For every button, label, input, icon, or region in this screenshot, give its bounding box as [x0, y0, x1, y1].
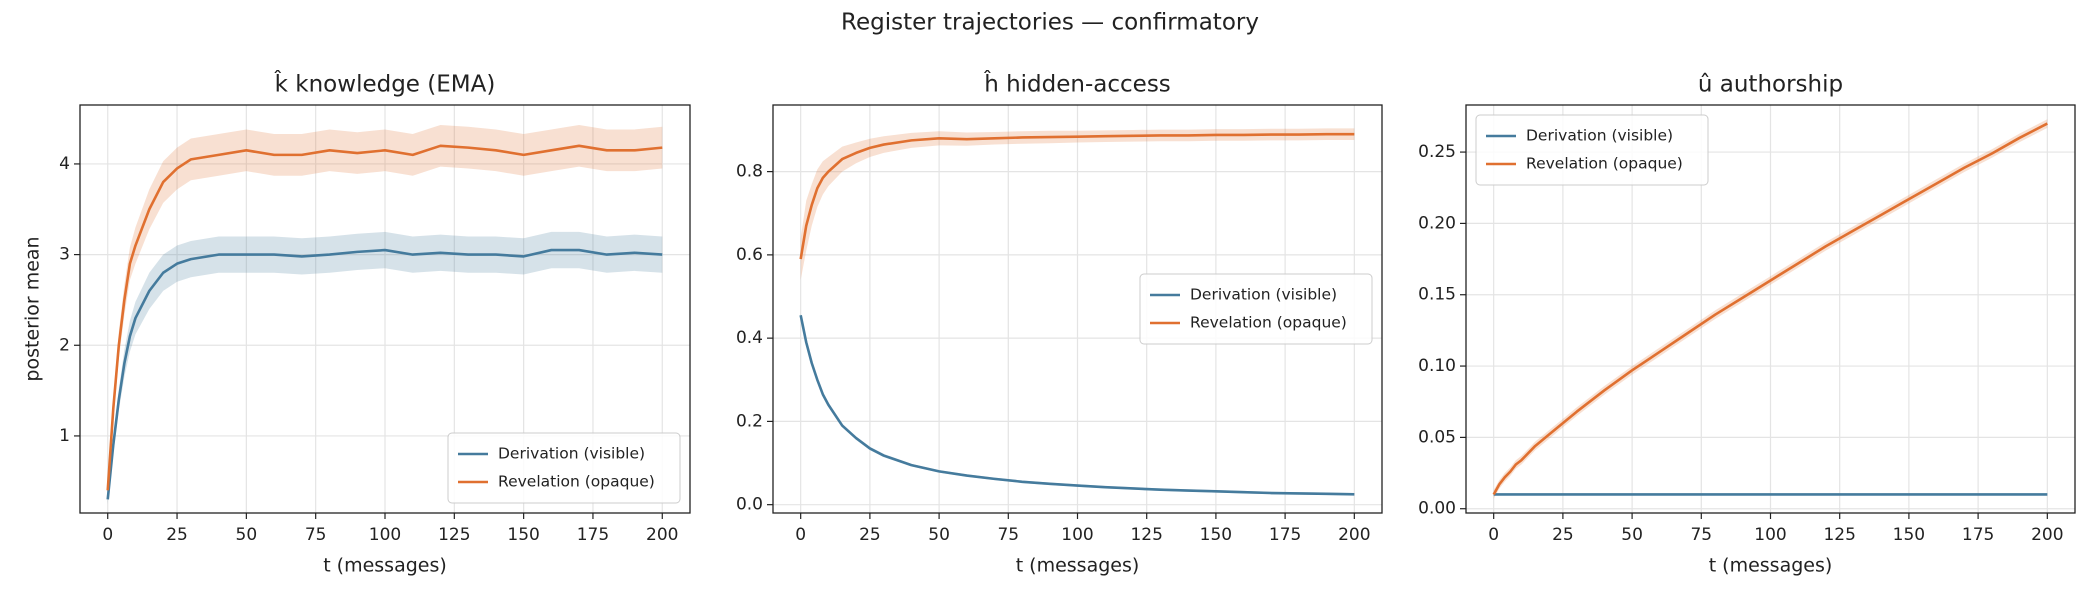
plot-frame — [772, 104, 1383, 514]
plot-frame — [79, 104, 691, 514]
x-tick-label: 50 — [236, 525, 258, 545]
x-tick-label: 75 — [305, 525, 327, 545]
band — [1493, 119, 2048, 499]
x-tick-label: 0 — [795, 525, 806, 545]
legend-box — [1139, 273, 1373, 345]
y-tick-label: 0.8 — [736, 162, 763, 182]
x-tick-label: 125 — [1823, 525, 1855, 545]
y-tick-label: 0.10 — [1418, 356, 1456, 376]
x-tick-label: 100 — [369, 525, 401, 545]
x-tick-label: 0 — [102, 525, 113, 545]
x-tick-label: 50 — [928, 525, 950, 545]
series-line — [106, 248, 663, 500]
y-tick-label: 0.0 — [736, 495, 763, 515]
x-axis-label: t (messages) — [323, 555, 447, 577]
x-tick-label: 0 — [1488, 525, 1499, 545]
x-tick-label: 25 — [1552, 525, 1574, 545]
legend: Derivation (visible) Revelation (opaque) — [447, 432, 681, 504]
x-tick-label: 200 — [646, 525, 678, 545]
legend-label: Revelation (opaque) — [498, 473, 655, 491]
subplot-title: û authorship — [1698, 72, 1843, 98]
legend-box — [1475, 114, 1709, 186]
y-tick-label: 0.25 — [1418, 142, 1456, 162]
y-tick-label: 0.4 — [736, 328, 763, 348]
x-tick-label: 150 — [1200, 525, 1232, 545]
band — [107, 231, 663, 504]
x-axis-label: t (messages) — [1709, 555, 1833, 577]
series-line — [799, 314, 1355, 496]
x-tick-label: 175 — [1962, 525, 1994, 545]
y-tick-label: 0.20 — [1418, 213, 1456, 233]
series-line — [106, 144, 663, 491]
legend-label: Revelation (opaque) — [1190, 314, 1347, 332]
x-tick-label: 150 — [507, 525, 539, 545]
y-tick-label: 3 — [59, 245, 70, 265]
legend: Derivation (visible) Revelation (opaque) — [1139, 273, 1373, 345]
y-tick-label: 2 — [59, 335, 70, 355]
x-tick-label: 75 — [1690, 525, 1712, 545]
y-tick-label: 0.6 — [736, 245, 763, 265]
plot-frame — [1465, 104, 2076, 514]
y-tick-label: 4 — [59, 154, 70, 174]
figure-title: Register trajectories — confirmatory — [841, 10, 1259, 36]
series-line — [1492, 122, 2048, 496]
legend-label: Derivation (visible) — [1190, 286, 1337, 304]
band — [800, 128, 1355, 280]
subplot-title: ĥ hidden-access — [983, 70, 1171, 98]
x-tick-label: 50 — [1621, 525, 1643, 545]
x-tick-label: 150 — [1893, 525, 1925, 545]
subplot: k̂ knowledge (EMA) t (messages) posterior … — [22, 70, 691, 577]
x-tick-label: 100 — [1061, 525, 1093, 545]
x-tick-label: 200 — [1338, 525, 1370, 545]
x-tick-label: 125 — [1130, 525, 1162, 545]
y-tick-label: 0.15 — [1418, 285, 1456, 305]
x-tick-label: 25 — [859, 525, 881, 545]
subplot: ĥ hidden-access t (messages) 0 25 50 75 100 125… — [736, 70, 1383, 577]
band — [107, 124, 663, 498]
x-tick-label: 100 — [1754, 525, 1786, 545]
legend-label: Derivation (visible) — [1526, 127, 1673, 145]
y-tick-label: 0.00 — [1418, 499, 1456, 519]
x-tick-label: 175 — [1269, 525, 1301, 545]
x-tick-label: 125 — [438, 525, 470, 545]
y-tick-label: 1 — [59, 426, 70, 446]
x-axis-label: t (messages) — [1016, 555, 1140, 577]
subplot: û authorship t (messages) 0 25 50 75 100 125 150… — [1418, 72, 2076, 577]
y-tick-label: 0.2 — [736, 411, 763, 431]
series-line — [799, 132, 1355, 260]
y-tick-label: 0.05 — [1418, 427, 1456, 447]
x-tick-label: 75 — [997, 525, 1019, 545]
legend: Derivation (visible) Revelation (opaque) — [1475, 114, 1709, 186]
x-tick-label: 200 — [2031, 525, 2063, 545]
x-tick-label: 25 — [166, 525, 188, 545]
legend-box — [447, 432, 681, 504]
y-axis-label: posterior mean — [22, 236, 44, 381]
legend-label: Revelation (opaque) — [1526, 155, 1683, 173]
legend-label: Derivation (visible) — [498, 445, 645, 463]
subplot-title: k̂ knowledge (EMA) — [274, 70, 496, 97]
x-tick-label: 175 — [577, 525, 609, 545]
